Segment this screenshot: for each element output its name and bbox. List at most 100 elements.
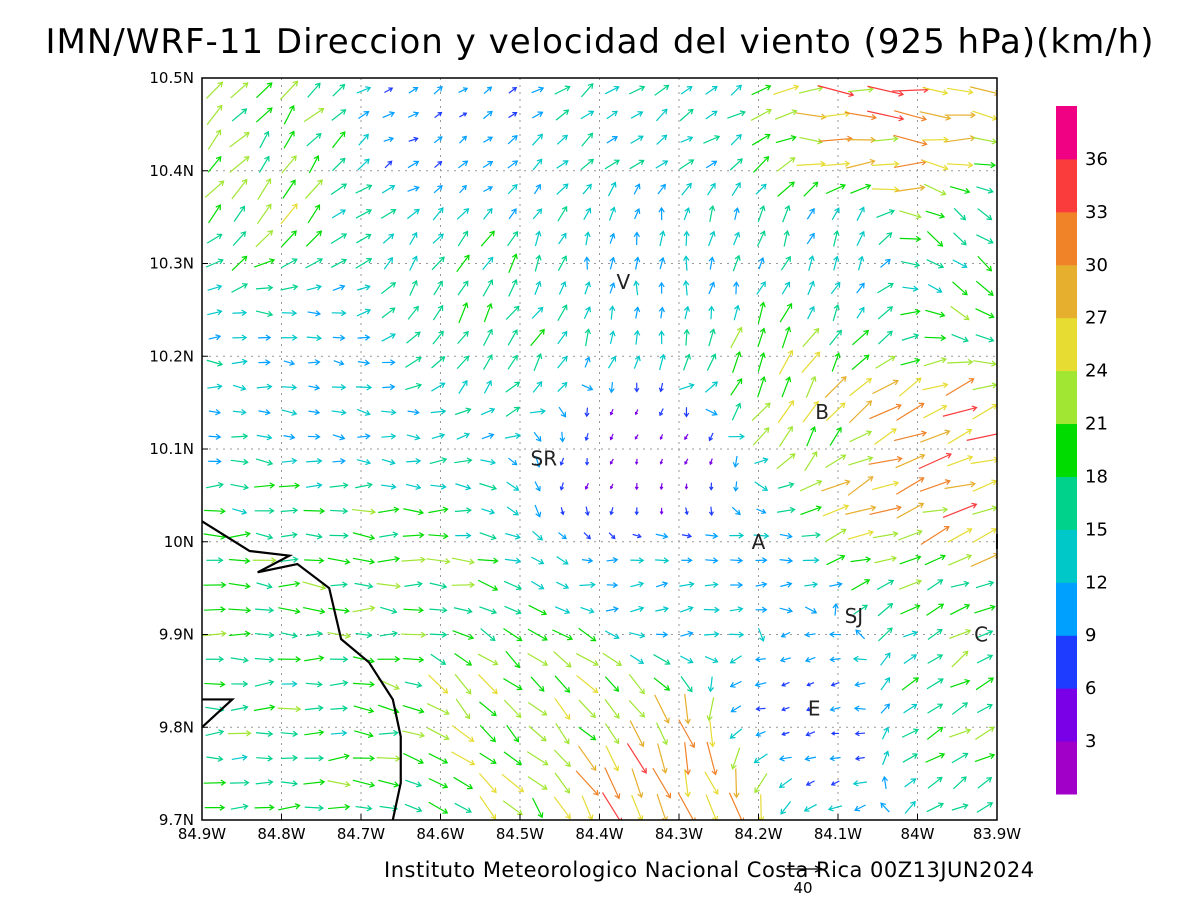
wind-arrow [847, 86, 874, 93]
wind-arrow [207, 309, 223, 316]
wind-arrow [381, 184, 396, 194]
wind-arrow [706, 697, 715, 722]
wind-arrow [829, 755, 841, 762]
wind-arrow [604, 676, 620, 693]
wind-arrow [528, 604, 548, 616]
wind-arrow [903, 703, 918, 714]
wind-arrow [920, 429, 951, 443]
wind-arrow [431, 256, 445, 271]
wind-arrow [680, 135, 694, 143]
wind-arrow [976, 186, 994, 194]
wind-arrow [233, 205, 246, 222]
wind-arrow [795, 112, 827, 120]
wind-arrow [203, 630, 227, 637]
wind-arrow [502, 800, 523, 816]
wind-arrow [604, 767, 621, 800]
wind-arrow [833, 255, 840, 271]
wind-arrow [683, 328, 690, 346]
wind-arrow [944, 111, 976, 119]
wind-arrow [230, 82, 249, 99]
wind-arrow [922, 86, 949, 96]
wind-arrow [455, 407, 472, 416]
wind-arrow [926, 259, 945, 269]
wind-arrow [609, 408, 614, 416]
wind-arrow [880, 258, 891, 268]
wind-arrow [432, 207, 444, 221]
wind-arrow [358, 111, 370, 120]
wind-arrow [947, 358, 974, 366]
wind-arrow [659, 408, 664, 417]
wind-arrow [205, 729, 225, 736]
wind-arrow [830, 682, 840, 687]
wind-arrow [258, 334, 272, 341]
wind-arrow [278, 580, 301, 588]
wind-arrow [944, 481, 976, 490]
wind-arrow [231, 358, 248, 366]
wind-arrow [756, 281, 766, 295]
wind-arrow [972, 403, 997, 420]
wind-arrow [730, 84, 742, 96]
wind-arrow [208, 204, 221, 224]
wind-arrow [456, 254, 470, 273]
wind-arrow [802, 400, 819, 423]
wind-arrow [628, 700, 646, 718]
wind-arrow [405, 356, 422, 368]
wind-arrow [505, 532, 521, 540]
wind-arrow [925, 752, 946, 763]
wind-arrow [634, 483, 639, 491]
wind-arrow [303, 606, 326, 615]
wind-arrow [875, 355, 896, 369]
wind-arrow [205, 482, 224, 489]
wind-arrow [354, 730, 374, 739]
wind-arrow [707, 676, 715, 693]
wind-arrow [531, 86, 545, 94]
wind-arrow [923, 357, 947, 367]
wind-arrow [534, 504, 542, 518]
wind-arrow [456, 208, 470, 220]
colorbar-label: 18 [1085, 466, 1108, 487]
wind-arrow [852, 780, 867, 787]
wind-arrow [852, 329, 870, 346]
wind-arrow [403, 752, 425, 765]
wind-arrow [806, 706, 815, 712]
wind-arrow [206, 81, 224, 99]
wind-arrow [898, 377, 922, 397]
wind-arrow [427, 727, 450, 741]
wind-arrow [944, 135, 976, 143]
wind-arrow [505, 305, 520, 320]
wind-arrow [630, 135, 644, 144]
wind-arrow [683, 305, 691, 320]
wind-arrow [203, 581, 227, 589]
wind-arrow [330, 581, 348, 588]
colorbar-swatch [1056, 158, 1077, 213]
wind-arrow [922, 382, 949, 391]
wind-arrow [458, 87, 469, 93]
wind-arrow [280, 730, 299, 737]
wind-arrow [458, 301, 469, 324]
wind-arrow [231, 680, 249, 688]
wind-arrow [426, 558, 451, 565]
wind-arrow [634, 458, 639, 465]
wind-arrow [408, 86, 419, 94]
wind-arrow [826, 554, 846, 566]
wind-arrow [829, 426, 842, 446]
wind-arrow [478, 773, 497, 794]
colorbar-label: 9 [1085, 625, 1096, 646]
wind-arrow [230, 779, 250, 786]
wind-arrow [479, 482, 498, 491]
wind-arrow [407, 111, 420, 118]
reference-vector: 40 [785, 865, 824, 897]
wind-arrow [277, 656, 302, 663]
wind-arrow [757, 205, 766, 223]
wind-arrow [532, 797, 544, 819]
wind-arrow [609, 507, 614, 516]
colorbar-swatch [1056, 476, 1077, 530]
wind-arrow [974, 604, 996, 614]
colorbar-label: 12 [1085, 572, 1108, 593]
wind-arrow [657, 183, 666, 195]
wind-arrow [380, 483, 397, 490]
wind-arrow [974, 753, 996, 763]
wind-arrow [206, 104, 223, 126]
city-marker: V [617, 270, 631, 294]
